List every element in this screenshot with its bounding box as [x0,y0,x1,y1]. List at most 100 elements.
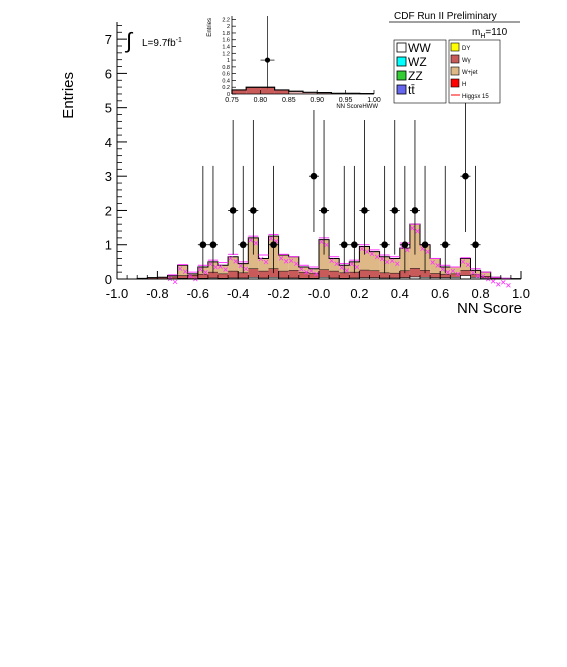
higgs-cross-31-0 [430,260,435,265]
main-x-tick-label-9: 0.8 [472,286,490,301]
mass-label-value: =110 [485,27,507,38]
data-point-8 [340,241,348,249]
bar-w-35 [470,274,481,278]
legend-right-swatch-3 [450,78,460,88]
bar-ww-9 [207,277,218,279]
bar-wjet-7 [187,273,198,276]
bar-w-20 [319,269,330,278]
inset-bar-1 [246,87,261,94]
inset-y-tick-label-8: 1.6 [222,38,230,44]
data-point-3 [239,241,247,249]
bar-ww-13 [248,277,259,279]
bar-wjet-27 [389,258,400,274]
experiment-label: CDF Run II Preliminary [394,11,497,22]
higgs-cross-19-1 [314,271,319,277]
main-axes: -1.0 -0.8 -0.6 -0.4 -0.2 -0.0 0.2 0.4 0.6 0.8 1.00… [105,22,530,301]
mass-label: mH=110 [472,27,508,40]
bar-w-28 [399,270,410,278]
bar-w-30 [420,270,431,278]
data-point-12 [391,207,399,214]
data-point-17 [462,172,469,180]
main-y-axis-label: Entries [60,72,77,119]
higgs-cross-8-1 [203,270,208,275]
inset-y-tick-label-5: 1 [227,58,230,64]
higgs-cross-27-1 [395,261,400,267]
bar-wjet-34 [460,258,471,271]
legend-right-label-1: Wγ [462,58,471,64]
bar-w-22 [339,272,350,279]
luminosity-value: L=9.7fb [142,38,176,49]
bar-ww-28 [399,277,410,279]
main-y-tick-label-2: 2 [105,203,112,218]
main-y-tick-label-4: 4 [105,135,112,150]
bar-wjet-25 [369,251,380,271]
data-point-5 [270,241,277,249]
higgs-cross-15-0 [268,236,274,241]
main-plot: -1.0 -0.8 -0.6 -0.4 -0.2 -0.0 0.2 0.4 0.6 0.8 1.00… [105,22,530,301]
inset-axes: 0.75 0.80 0.85 0.90 0.95 1.0000.20.40.60.811.… [222,16,381,104]
inset-y-tick-label-11: 2.2 [222,17,230,23]
bar-w-11 [228,271,239,278]
luminosity-integral-symbol: ∫ [124,28,134,53]
bar-ww-12 [238,277,249,279]
bar-w-23 [349,272,360,278]
inset-y-tick-label-6: 1.2 [222,51,230,57]
higgs-cross-35-1 [475,273,481,279]
data-point-14 [411,207,419,214]
higgs-cross-37-0 [490,279,496,284]
inset-y-tick-label-9: 1.8 [222,31,230,37]
main-x-tick-label-4: -0.2 [267,286,289,301]
higgs-cross-21-1 [334,261,339,267]
legend-swatch-0 [396,42,407,53]
higgs-cross-13-1 [253,240,259,246]
mass-label-m: m [472,27,480,38]
mass-label-sub: H [480,33,485,40]
bar-w-10 [218,273,229,279]
legend-right-label-3: H [462,82,466,88]
bar-ww-21 [329,277,340,279]
higgs-cross-6-1 [182,269,188,274]
data-point-16 [441,241,449,249]
legend-right-swatch-1 [450,54,460,64]
higgs-cross-6-0 [177,266,183,271]
higgs-cross-10-1 [223,267,228,272]
higgs-cross-9-1 [213,264,218,270]
bar-ww-34 [460,275,471,279]
bar-ww-16 [278,277,289,279]
bar-wjet-21 [329,258,340,272]
bar-w-27 [389,273,400,278]
data-point-15 [421,241,429,249]
higgs-cross-13-0 [248,237,254,243]
main-x-tick-label-5: -0.0 [308,286,330,301]
higgs-cross-28-1 [405,247,410,253]
bar-w-21 [329,271,340,278]
main-x-tick-label-2: -0.6 [187,286,209,301]
inset-y-tick-label-10: 2 [227,24,230,30]
bar-wjet-14 [258,258,269,272]
main-y-tick-label-0: 0 [105,272,112,287]
higgs-cross-38-0 [501,280,506,285]
main-y-tick-label-7: 7 [105,32,112,47]
bar-w-12 [238,272,249,278]
bar-w-5 [167,276,178,279]
higgs-cross-12-0 [238,263,243,269]
bar-ww-36 [480,277,491,279]
legend-swatch-2 [396,70,407,81]
higgs-cross-17-0 [288,258,294,264]
bar-w-16 [278,271,289,278]
higgs-cross-31-1 [435,263,440,268]
bar-w-24 [359,270,370,278]
higgs-cross-33-0 [450,268,456,274]
higgs-cross-17-1 [294,261,299,267]
higgs-cross-37-1 [496,282,501,287]
higgs-cross-33-1 [455,271,461,277]
bar-ww-33 [450,277,461,279]
data-point-7 [320,207,328,214]
bar-w-29 [409,268,420,277]
data-point-2 [229,207,237,214]
legend-right: DY Wγ W+jet H Higgsx 15 [448,39,501,104]
main-y-tick-label-6: 6 [105,66,112,81]
inset-x-tick-label-0: 0.75 [225,97,239,104]
